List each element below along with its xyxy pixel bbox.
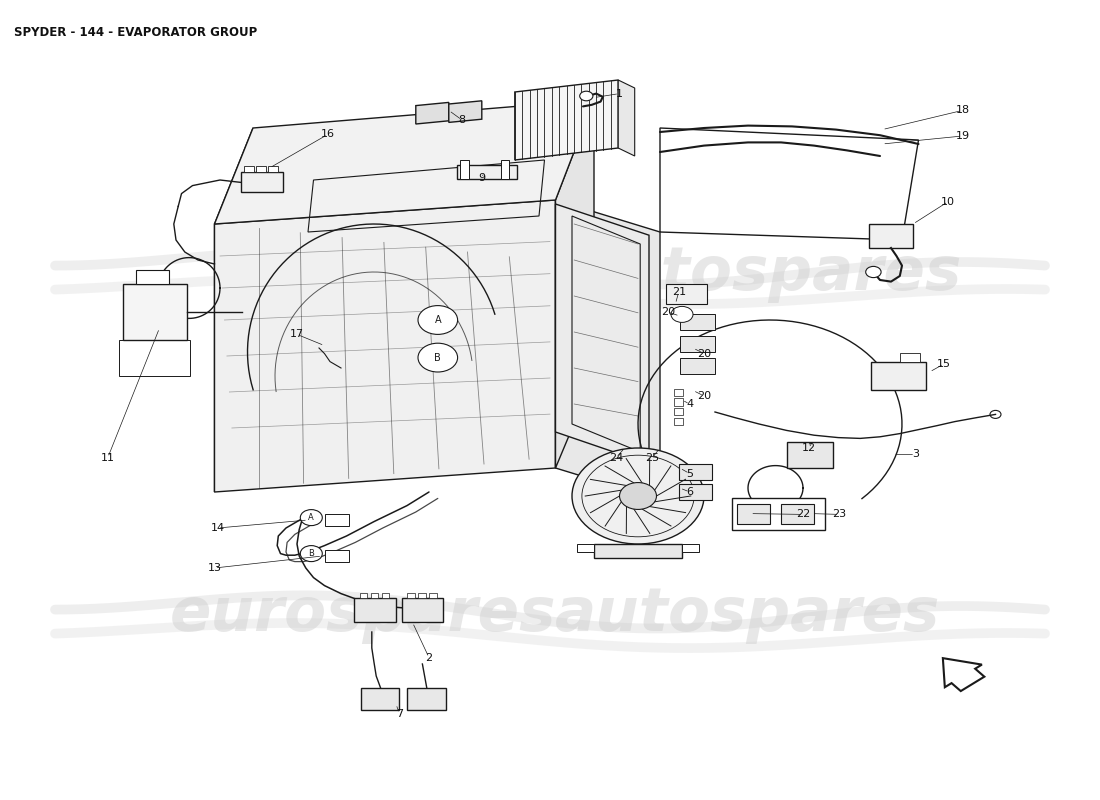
Bar (737, 504, 770, 524)
Bar (407, 688, 446, 710)
Bar (786, 442, 833, 468)
Polygon shape (556, 200, 660, 500)
Text: 7: 7 (396, 709, 403, 718)
Polygon shape (214, 200, 556, 492)
Bar (680, 358, 715, 374)
Text: 21: 21 (672, 287, 685, 297)
Bar (407, 593, 415, 598)
Bar (679, 464, 712, 480)
Bar (732, 498, 825, 530)
Bar (871, 362, 926, 390)
Bar (460, 160, 469, 179)
Text: 23: 23 (833, 510, 846, 519)
Text: 19: 19 (956, 131, 969, 141)
Polygon shape (416, 102, 449, 124)
Bar (241, 172, 283, 192)
Text: 17: 17 (290, 330, 304, 339)
Circle shape (671, 306, 693, 322)
Bar (354, 598, 396, 622)
Polygon shape (214, 128, 253, 492)
Bar (680, 336, 715, 352)
Bar (594, 544, 682, 558)
Polygon shape (214, 100, 594, 224)
Bar (900, 353, 920, 362)
Bar (361, 688, 399, 710)
Bar (402, 598, 443, 622)
Text: 8: 8 (459, 115, 465, 125)
Polygon shape (556, 100, 594, 468)
Bar (123, 284, 187, 340)
Text: 20: 20 (697, 391, 711, 401)
Text: 20: 20 (697, 349, 711, 358)
Bar (456, 165, 517, 179)
Bar (119, 340, 190, 376)
Circle shape (572, 448, 704, 544)
Bar (781, 504, 814, 524)
Bar (244, 166, 254, 172)
Bar (324, 514, 349, 526)
Bar (682, 544, 698, 552)
Text: 2: 2 (426, 653, 432, 662)
Bar (869, 224, 913, 248)
Polygon shape (618, 80, 635, 156)
Circle shape (300, 510, 322, 526)
Polygon shape (449, 101, 482, 122)
Text: B: B (434, 353, 441, 362)
Text: A: A (308, 513, 315, 522)
Text: 10: 10 (942, 197, 955, 206)
Text: B: B (308, 549, 315, 558)
Circle shape (418, 343, 458, 372)
Text: 12: 12 (802, 443, 815, 453)
Bar (679, 484, 712, 500)
Text: 1: 1 (616, 89, 623, 98)
Bar (674, 408, 683, 415)
Bar (371, 593, 378, 598)
Text: 13: 13 (208, 563, 221, 573)
Bar (268, 166, 278, 172)
Text: 3: 3 (912, 450, 918, 459)
Circle shape (418, 306, 458, 334)
Bar (418, 593, 426, 598)
Polygon shape (556, 204, 649, 464)
Text: 9: 9 (478, 174, 485, 183)
Text: eurospares: eurospares (224, 244, 612, 303)
Circle shape (580, 91, 593, 101)
Bar (324, 550, 349, 562)
Text: autospares: autospares (556, 585, 940, 644)
Text: 11: 11 (101, 453, 114, 462)
Text: autospares: autospares (578, 244, 962, 303)
Bar (256, 166, 266, 172)
Text: 15: 15 (937, 359, 950, 369)
Text: eurospares: eurospares (169, 585, 557, 644)
Bar (674, 418, 683, 425)
Text: 14: 14 (211, 523, 224, 533)
Bar (382, 593, 389, 598)
Bar (680, 314, 715, 330)
Text: A: A (434, 315, 441, 325)
Text: 18: 18 (956, 106, 969, 115)
Bar (666, 284, 707, 304)
Text: 25: 25 (646, 453, 659, 462)
Bar (500, 160, 509, 179)
Polygon shape (515, 80, 618, 160)
Text: 24: 24 (609, 453, 623, 462)
Circle shape (619, 482, 657, 510)
Text: 4: 4 (686, 399, 693, 409)
Bar (578, 544, 594, 552)
Circle shape (300, 546, 322, 562)
Bar (360, 593, 367, 598)
Text: 6: 6 (686, 487, 693, 497)
Circle shape (866, 266, 881, 278)
Bar (674, 398, 683, 406)
Text: 5: 5 (686, 469, 693, 478)
Text: 20: 20 (661, 307, 674, 317)
Text: 22: 22 (796, 510, 810, 519)
Bar (674, 389, 683, 396)
Text: 16: 16 (321, 130, 334, 139)
Bar (429, 593, 437, 598)
Bar (136, 270, 169, 284)
Text: SPYDER - 144 - EVAPORATOR GROUP: SPYDER - 144 - EVAPORATOR GROUP (14, 26, 257, 38)
